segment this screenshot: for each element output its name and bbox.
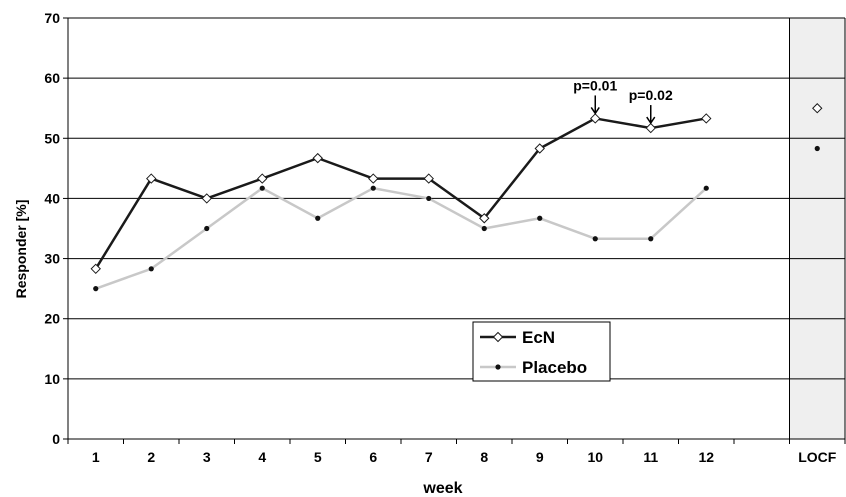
y-tick-label: 40 [44, 190, 60, 206]
locf-shaded-region [789, 18, 845, 439]
data-point-marker [201, 193, 212, 204]
x-tick-label: 6 [369, 449, 377, 465]
series-placebo [93, 145, 820, 292]
x-tick-label: 11 [643, 449, 658, 465]
data-point-marker [146, 173, 157, 184]
x-tick-label: 5 [314, 449, 322, 465]
data-point-marker [148, 266, 154, 272]
p-value-annotation: p=0.02 [629, 87, 673, 103]
data-point-marker [645, 122, 656, 134]
data-point-marker [315, 215, 321, 221]
data-point-marker [648, 236, 654, 242]
p-value-annotation: p=0.01 [573, 77, 617, 93]
data-point-marker [423, 173, 434, 184]
y-tick-label: 20 [44, 311, 60, 327]
data-point-marker [93, 286, 99, 292]
data-point-marker [703, 185, 709, 191]
y-tick-label: 0 [52, 431, 60, 447]
legend-box [472, 321, 611, 382]
legend-placebo-label: Placebo [522, 358, 587, 377]
data-point-marker [204, 225, 210, 232]
x-tick-label: 4 [258, 449, 266, 465]
data-point-marker [592, 236, 598, 242]
legend-placebo-marker-swatch [495, 364, 501, 370]
series-layer [90, 103, 823, 292]
x-tick-label: 8 [480, 449, 488, 465]
data-point-marker [814, 145, 820, 152]
legend-ecn-label: EcN [522, 328, 555, 347]
data-point-marker [370, 185, 376, 191]
data-point-marker [312, 152, 323, 164]
series-ecn [90, 103, 823, 275]
data-point-marker [481, 225, 487, 232]
data-point-marker [368, 173, 379, 184]
legend: EcN Placebo [472, 321, 611, 382]
series-line [94, 117, 707, 270]
x-tick-label: 2 [147, 449, 155, 465]
gridlines [68, 17, 845, 380]
x-tick-label: 7 [425, 449, 433, 465]
x-axis-label: week [422, 480, 462, 497]
data-point-marker [259, 185, 265, 191]
data-point-marker [590, 113, 601, 124]
y-tick-label: 30 [44, 251, 60, 267]
x-tick-label: 10 [587, 449, 603, 465]
y-tick-label: 70 [44, 10, 60, 26]
y-tick-label: 10 [44, 371, 60, 387]
annotations: p=0.01 p=0.02 [573, 77, 673, 125]
y-axis-label: Responder [%] [13, 200, 29, 299]
x-tick-label: LOCF [798, 449, 837, 465]
x-tick-label: 12 [698, 449, 714, 465]
data-point-marker [701, 113, 712, 124]
data-point-marker [534, 143, 545, 154]
legend-ecn-marker-swatch [492, 331, 504, 343]
x-axis-ticks: 1 2 3 4 5 6 7 8 9 10 11 12 LOCF [67, 439, 846, 465]
annotation-arrowhead [590, 107, 600, 115]
data-point-marker [426, 195, 432, 202]
data-point-marker [90, 263, 101, 275]
data-point-marker [257, 173, 268, 184]
x-tick-label: 3 [203, 449, 211, 465]
x-tick-label: 9 [536, 449, 544, 465]
x-tick-label: 1 [92, 449, 100, 465]
y-tick-label: 60 [44, 70, 60, 86]
annotation-arrowhead [646, 116, 656, 125]
data-point-marker [479, 213, 490, 224]
y-axis-ticks: 0 10 20 30 40 50 60 70 [44, 10, 68, 447]
data-point-marker [537, 215, 543, 221]
y-tick-label: 50 [44, 130, 60, 146]
data-point-marker [812, 103, 823, 114]
series-line [95, 186, 708, 290]
